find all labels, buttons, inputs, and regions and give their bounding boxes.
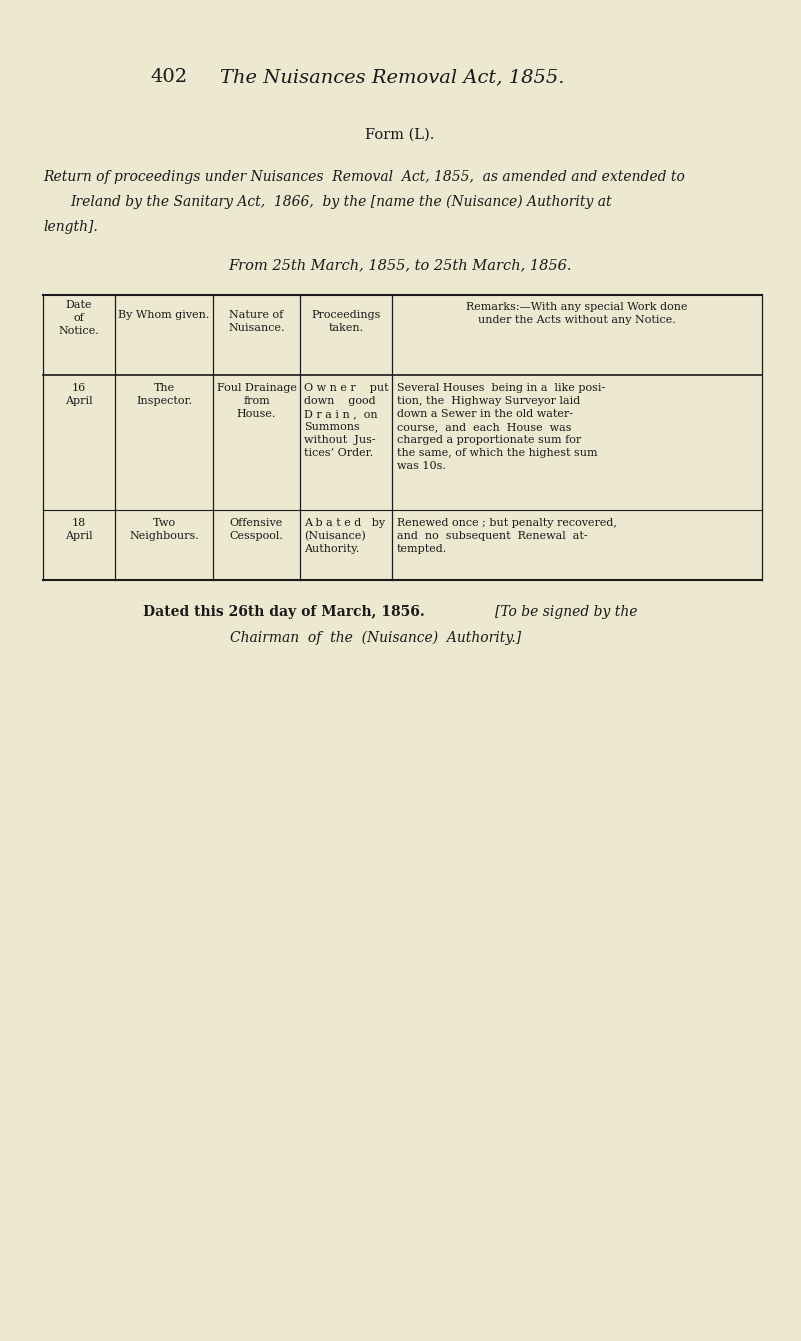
- Text: Chairman  of  the  (Nuisance)  Authority.]: Chairman of the (Nuisance) Authority.]: [230, 632, 521, 645]
- Text: D r a i n ,  on: D r a i n , on: [304, 409, 377, 418]
- Text: Offensive
Cesspool.: Offensive Cesspool.: [230, 518, 284, 540]
- Text: and  no  subsequent  Renewal  at-: and no subsequent Renewal at-: [397, 531, 588, 540]
- Text: Renewed once ; but penalty recovered,: Renewed once ; but penalty recovered,: [397, 518, 617, 528]
- Text: course,  and  each  House  was: course, and each House was: [397, 422, 571, 432]
- Text: Proceedings
taken.: Proceedings taken.: [312, 310, 380, 333]
- Text: down a Sewer in the old water-: down a Sewer in the old water-: [397, 409, 573, 418]
- Text: Two
Neighbours.: Two Neighbours.: [129, 518, 199, 540]
- Text: Dated this 26th day of March, 1856.: Dated this 26th day of March, 1856.: [143, 605, 425, 620]
- Text: length].: length].: [43, 220, 98, 233]
- Text: 16
April: 16 April: [65, 384, 93, 406]
- Text: Several Houses  being in a  like posi-: Several Houses being in a like posi-: [397, 384, 606, 393]
- Text: By Whom given.: By Whom given.: [119, 310, 210, 320]
- Text: The Nuisances Removal Act, 1855.: The Nuisances Removal Act, 1855.: [220, 68, 565, 86]
- Text: without  Jus-: without Jus-: [304, 434, 376, 445]
- Text: tices’ Order.: tices’ Order.: [304, 448, 373, 459]
- Text: From 25th March, 1855, to 25th March, 1856.: From 25th March, 1855, to 25th March, 18…: [228, 257, 572, 272]
- Text: down    good: down good: [304, 396, 376, 406]
- Text: Ireland by the Sanitary Act,  1866,  by the [name the (Nuisance) Authority at: Ireland by the Sanitary Act, 1866, by th…: [70, 194, 612, 209]
- Text: Return of proceedings under Nuisances  Removal  Act, 1855,  as amended and exten: Return of proceedings under Nuisances Re…: [43, 170, 685, 184]
- Text: tion, the  Highway Surveyor laid: tion, the Highway Surveyor laid: [397, 396, 580, 406]
- Text: Remarks:—With any special Work done
under the Acts without any Notice.: Remarks:—With any special Work done unde…: [466, 302, 688, 325]
- Text: [To be signed by the: [To be signed by the: [495, 605, 638, 620]
- Text: Summons: Summons: [304, 422, 360, 432]
- Text: 18
April: 18 April: [65, 518, 93, 540]
- Text: O w n e r    put: O w n e r put: [304, 384, 388, 393]
- Text: Authority.: Authority.: [304, 544, 360, 554]
- Text: 402: 402: [150, 68, 187, 86]
- Text: the same, of which the highest sum: the same, of which the highest sum: [397, 448, 598, 459]
- Text: A b a t e d   by: A b a t e d by: [304, 518, 385, 528]
- Text: Nature of
Nuisance.: Nature of Nuisance.: [228, 310, 284, 333]
- Text: tempted.: tempted.: [397, 544, 447, 554]
- Text: (Nuisance): (Nuisance): [304, 531, 366, 542]
- Text: was 10s.: was 10s.: [397, 461, 446, 471]
- Text: The
Inspector.: The Inspector.: [136, 384, 192, 406]
- Text: Foul Drainage
from
House.: Foul Drainage from House.: [216, 384, 296, 418]
- Text: Form (L).: Form (L).: [365, 127, 435, 142]
- Text: charged a proportionate sum for: charged a proportionate sum for: [397, 434, 582, 445]
- Text: Date
of
Notice.: Date of Notice.: [58, 300, 99, 335]
